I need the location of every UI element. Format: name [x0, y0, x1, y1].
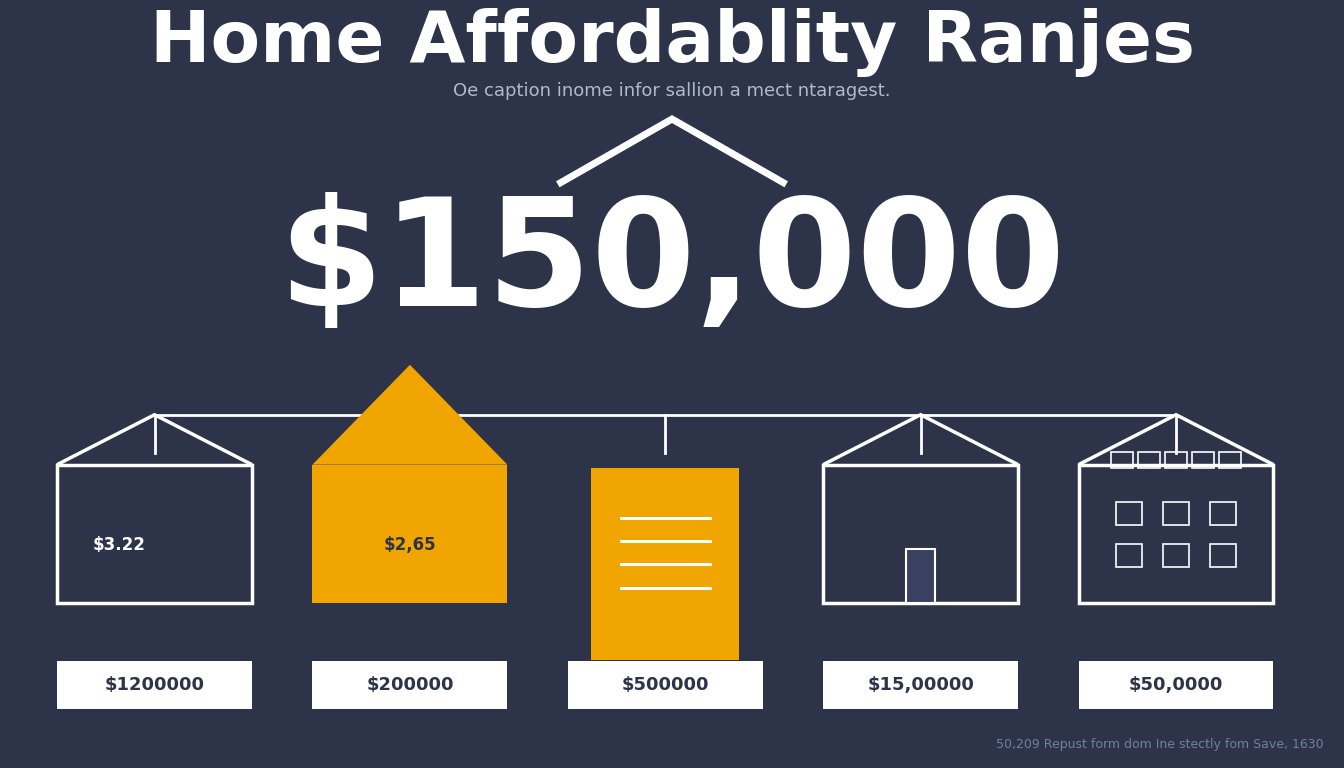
FancyBboxPatch shape: [906, 549, 935, 603]
Text: $15,00000: $15,00000: [867, 676, 974, 694]
Text: $1200000: $1200000: [105, 676, 204, 694]
FancyBboxPatch shape: [56, 661, 253, 709]
Text: $200000: $200000: [366, 676, 454, 694]
Polygon shape: [312, 365, 508, 465]
FancyBboxPatch shape: [312, 465, 507, 603]
Text: Home Affordablity Ranjes: Home Affordablity Ranjes: [149, 8, 1195, 77]
Text: $50,0000: $50,0000: [1129, 676, 1223, 694]
Text: 50,209 Repust form dom Ine stectly fom Save, 1630: 50,209 Repust form dom Ine stectly fom S…: [996, 738, 1324, 751]
FancyBboxPatch shape: [823, 661, 1019, 709]
FancyBboxPatch shape: [312, 661, 507, 709]
Text: $2,65: $2,65: [383, 536, 437, 554]
FancyBboxPatch shape: [1078, 661, 1274, 709]
Text: $3.22: $3.22: [93, 536, 146, 554]
FancyBboxPatch shape: [591, 468, 739, 660]
Text: $500000: $500000: [621, 676, 710, 694]
Text: $150,000: $150,000: [278, 193, 1066, 337]
Text: Oe caption inome infor sallion a mect ntaragest.: Oe caption inome infor sallion a mect nt…: [453, 81, 891, 100]
FancyBboxPatch shape: [567, 661, 763, 709]
